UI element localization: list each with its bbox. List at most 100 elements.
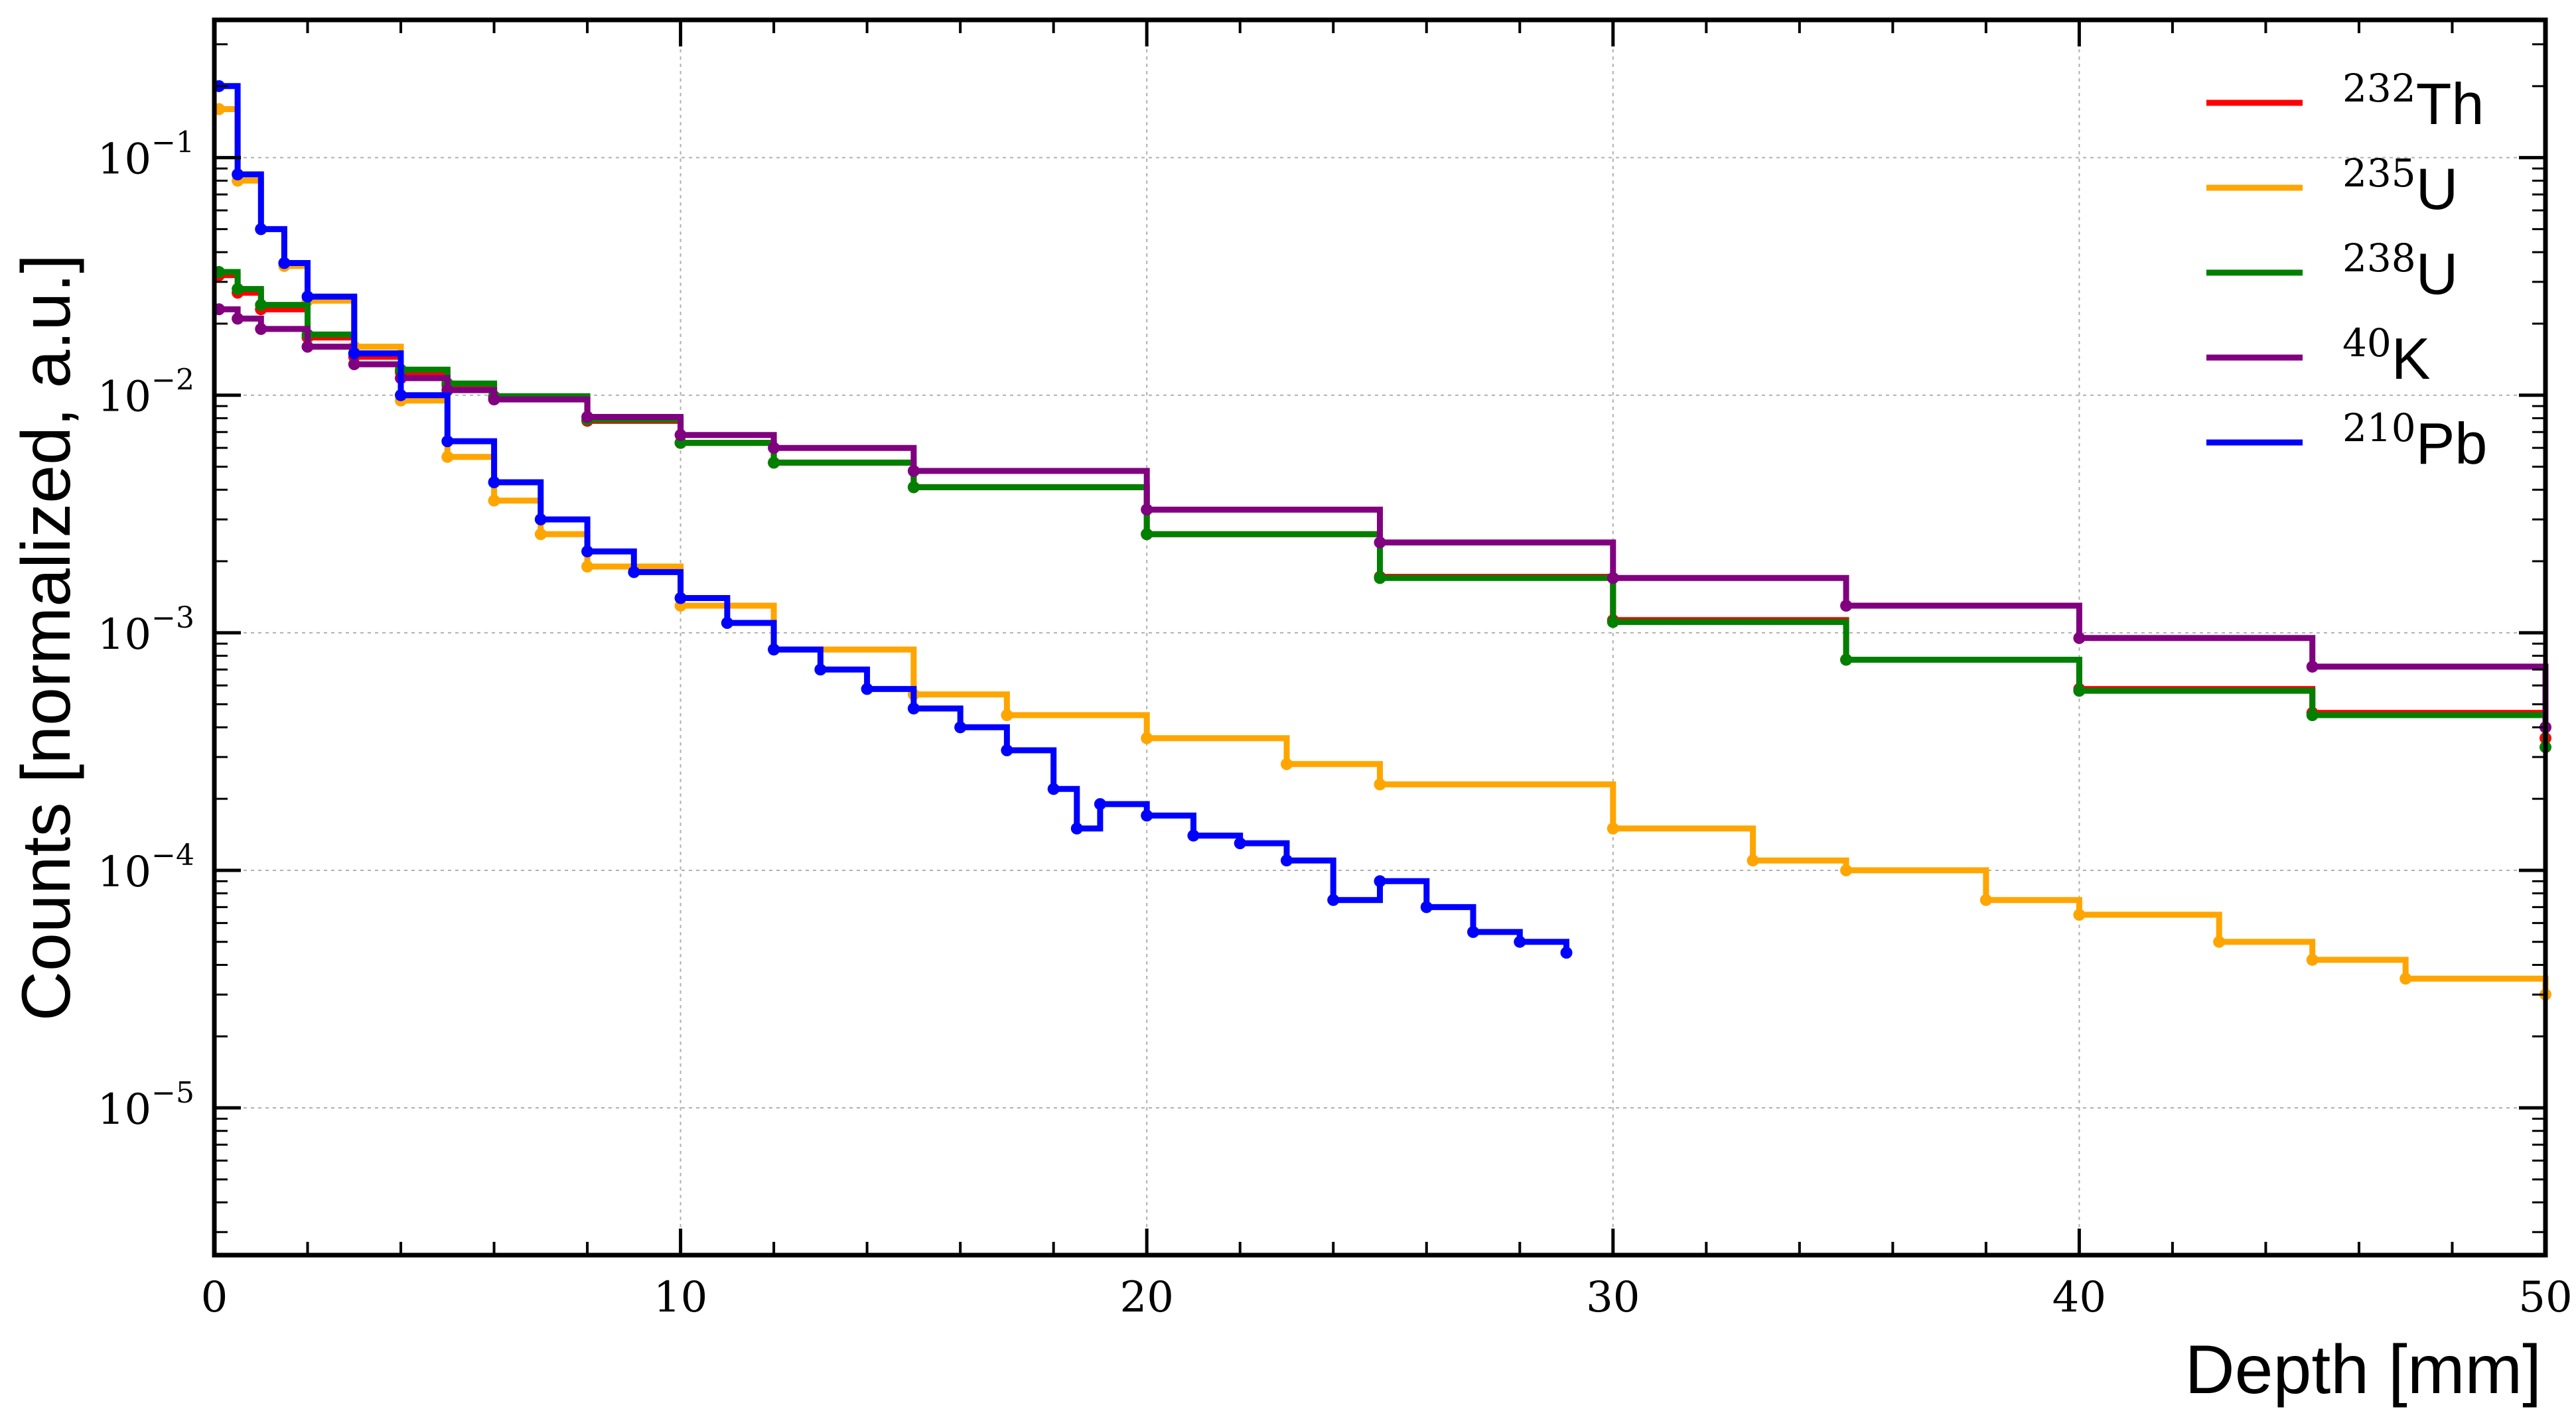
y-tick-label: 10−1	[98, 126, 194, 184]
data-point	[1607, 822, 1619, 835]
data-point	[278, 257, 291, 269]
data-point	[2306, 660, 2319, 673]
legend-item: 40K	[2206, 320, 2431, 391]
data-point	[1560, 947, 1573, 959]
data-point	[2073, 908, 2086, 921]
data-point	[1047, 783, 1060, 795]
data-point	[768, 442, 780, 454]
data-point	[1374, 875, 1386, 888]
data-point	[581, 411, 594, 423]
data-point	[488, 494, 500, 507]
data-point	[1467, 925, 1480, 938]
data-point	[907, 464, 920, 477]
data-point	[1141, 809, 1153, 822]
data-point	[628, 566, 640, 578]
data-point	[1840, 864, 1853, 876]
x-tick-label: 50	[2518, 1273, 2572, 1322]
data-point	[1374, 536, 1386, 549]
data-point	[674, 592, 687, 604]
data-point	[1840, 600, 1853, 612]
data-point	[1979, 894, 1992, 906]
legend-label: 40K	[2342, 320, 2431, 391]
x-axis-label: Depth [mm]	[2185, 1331, 2541, 1408]
data-point	[2399, 973, 2412, 985]
data-point	[1840, 653, 1853, 666]
data-point	[1001, 709, 1013, 722]
data-point	[301, 291, 314, 303]
y-tick-label: 10−2	[98, 364, 194, 422]
data-point	[301, 340, 314, 353]
data-point	[954, 721, 967, 734]
data-point	[907, 702, 920, 714]
x-tick-label: 40	[2052, 1273, 2106, 1322]
data-point	[2073, 685, 2086, 697]
data-point	[348, 347, 360, 360]
legend-item: 235U	[2206, 151, 2458, 222]
data-point	[2213, 935, 2226, 948]
legend-label: 232Th	[2342, 66, 2484, 137]
data-point	[1747, 854, 1759, 867]
data-point	[255, 299, 267, 311]
data-point	[488, 476, 500, 488]
data-point	[1374, 572, 1386, 584]
data-point	[441, 450, 454, 463]
legend-label: 238U	[2342, 236, 2458, 306]
series-210-pb	[213, 80, 1573, 959]
data-point	[1094, 798, 1106, 811]
data-point	[1374, 778, 1386, 791]
data-point	[232, 283, 244, 295]
x-tick-label: 30	[1586, 1273, 1640, 1322]
data-point	[441, 435, 454, 448]
data-point	[255, 322, 267, 335]
data-point	[1234, 837, 1246, 850]
legend-label: 235U	[2342, 151, 2458, 222]
data-point	[348, 358, 360, 371]
data-point	[534, 528, 547, 541]
x-tick-label: 10	[654, 1273, 707, 1322]
y-tick-label: 10−5	[98, 1076, 194, 1134]
data-point	[581, 545, 594, 558]
data-point	[674, 429, 687, 441]
legend-item: 232Th	[2206, 66, 2484, 137]
data-point	[768, 643, 780, 656]
y-axis-label: Counts [normalized, a.u.]	[8, 254, 85, 1021]
data-point	[1001, 744, 1013, 757]
legend-label: 210Pb	[2342, 405, 2487, 476]
data-point	[1420, 901, 1433, 913]
data-point	[768, 456, 780, 469]
y-tick-label: 10−3	[98, 601, 194, 659]
x-tick-label: 0	[201, 1273, 228, 1322]
series-layer	[213, 80, 2551, 1001]
y-tick-label: 10−4	[98, 839, 194, 897]
data-point	[1187, 829, 1200, 842]
data-point	[581, 561, 594, 573]
data-point	[1327, 894, 1340, 906]
data-point	[1141, 504, 1153, 516]
data-point	[395, 389, 407, 401]
data-point	[1141, 732, 1153, 744]
data-point	[1607, 572, 1619, 584]
data-point	[488, 393, 500, 406]
data-point	[2306, 953, 2319, 966]
data-point	[1141, 528, 1153, 541]
data-point	[1514, 935, 1526, 948]
legend: 232Th 235U 238U 40K 210Pb	[2206, 66, 2487, 476]
legend-item: 238U	[2206, 236, 2458, 306]
y-tick-labels: 10−5 10−4 10−3 10−2 10−1	[98, 126, 194, 1134]
plot-frame	[212, 17, 2548, 1258]
x-tick-label: 20	[1119, 1273, 1173, 1322]
axis-ticks	[212, 20, 2547, 1255]
data-point	[861, 683, 873, 695]
data-point	[1280, 758, 1293, 770]
data-point	[255, 223, 267, 236]
data-point	[534, 513, 547, 525]
data-point	[232, 312, 244, 325]
data-point	[814, 663, 827, 676]
x-tick-labels: 0 10 20 30 40 50	[201, 1273, 2573, 1322]
data-point	[1607, 616, 1619, 628]
data-point	[1280, 854, 1293, 867]
data-point	[2073, 632, 2086, 644]
data-point	[2306, 709, 2319, 722]
data-point	[907, 481, 920, 494]
